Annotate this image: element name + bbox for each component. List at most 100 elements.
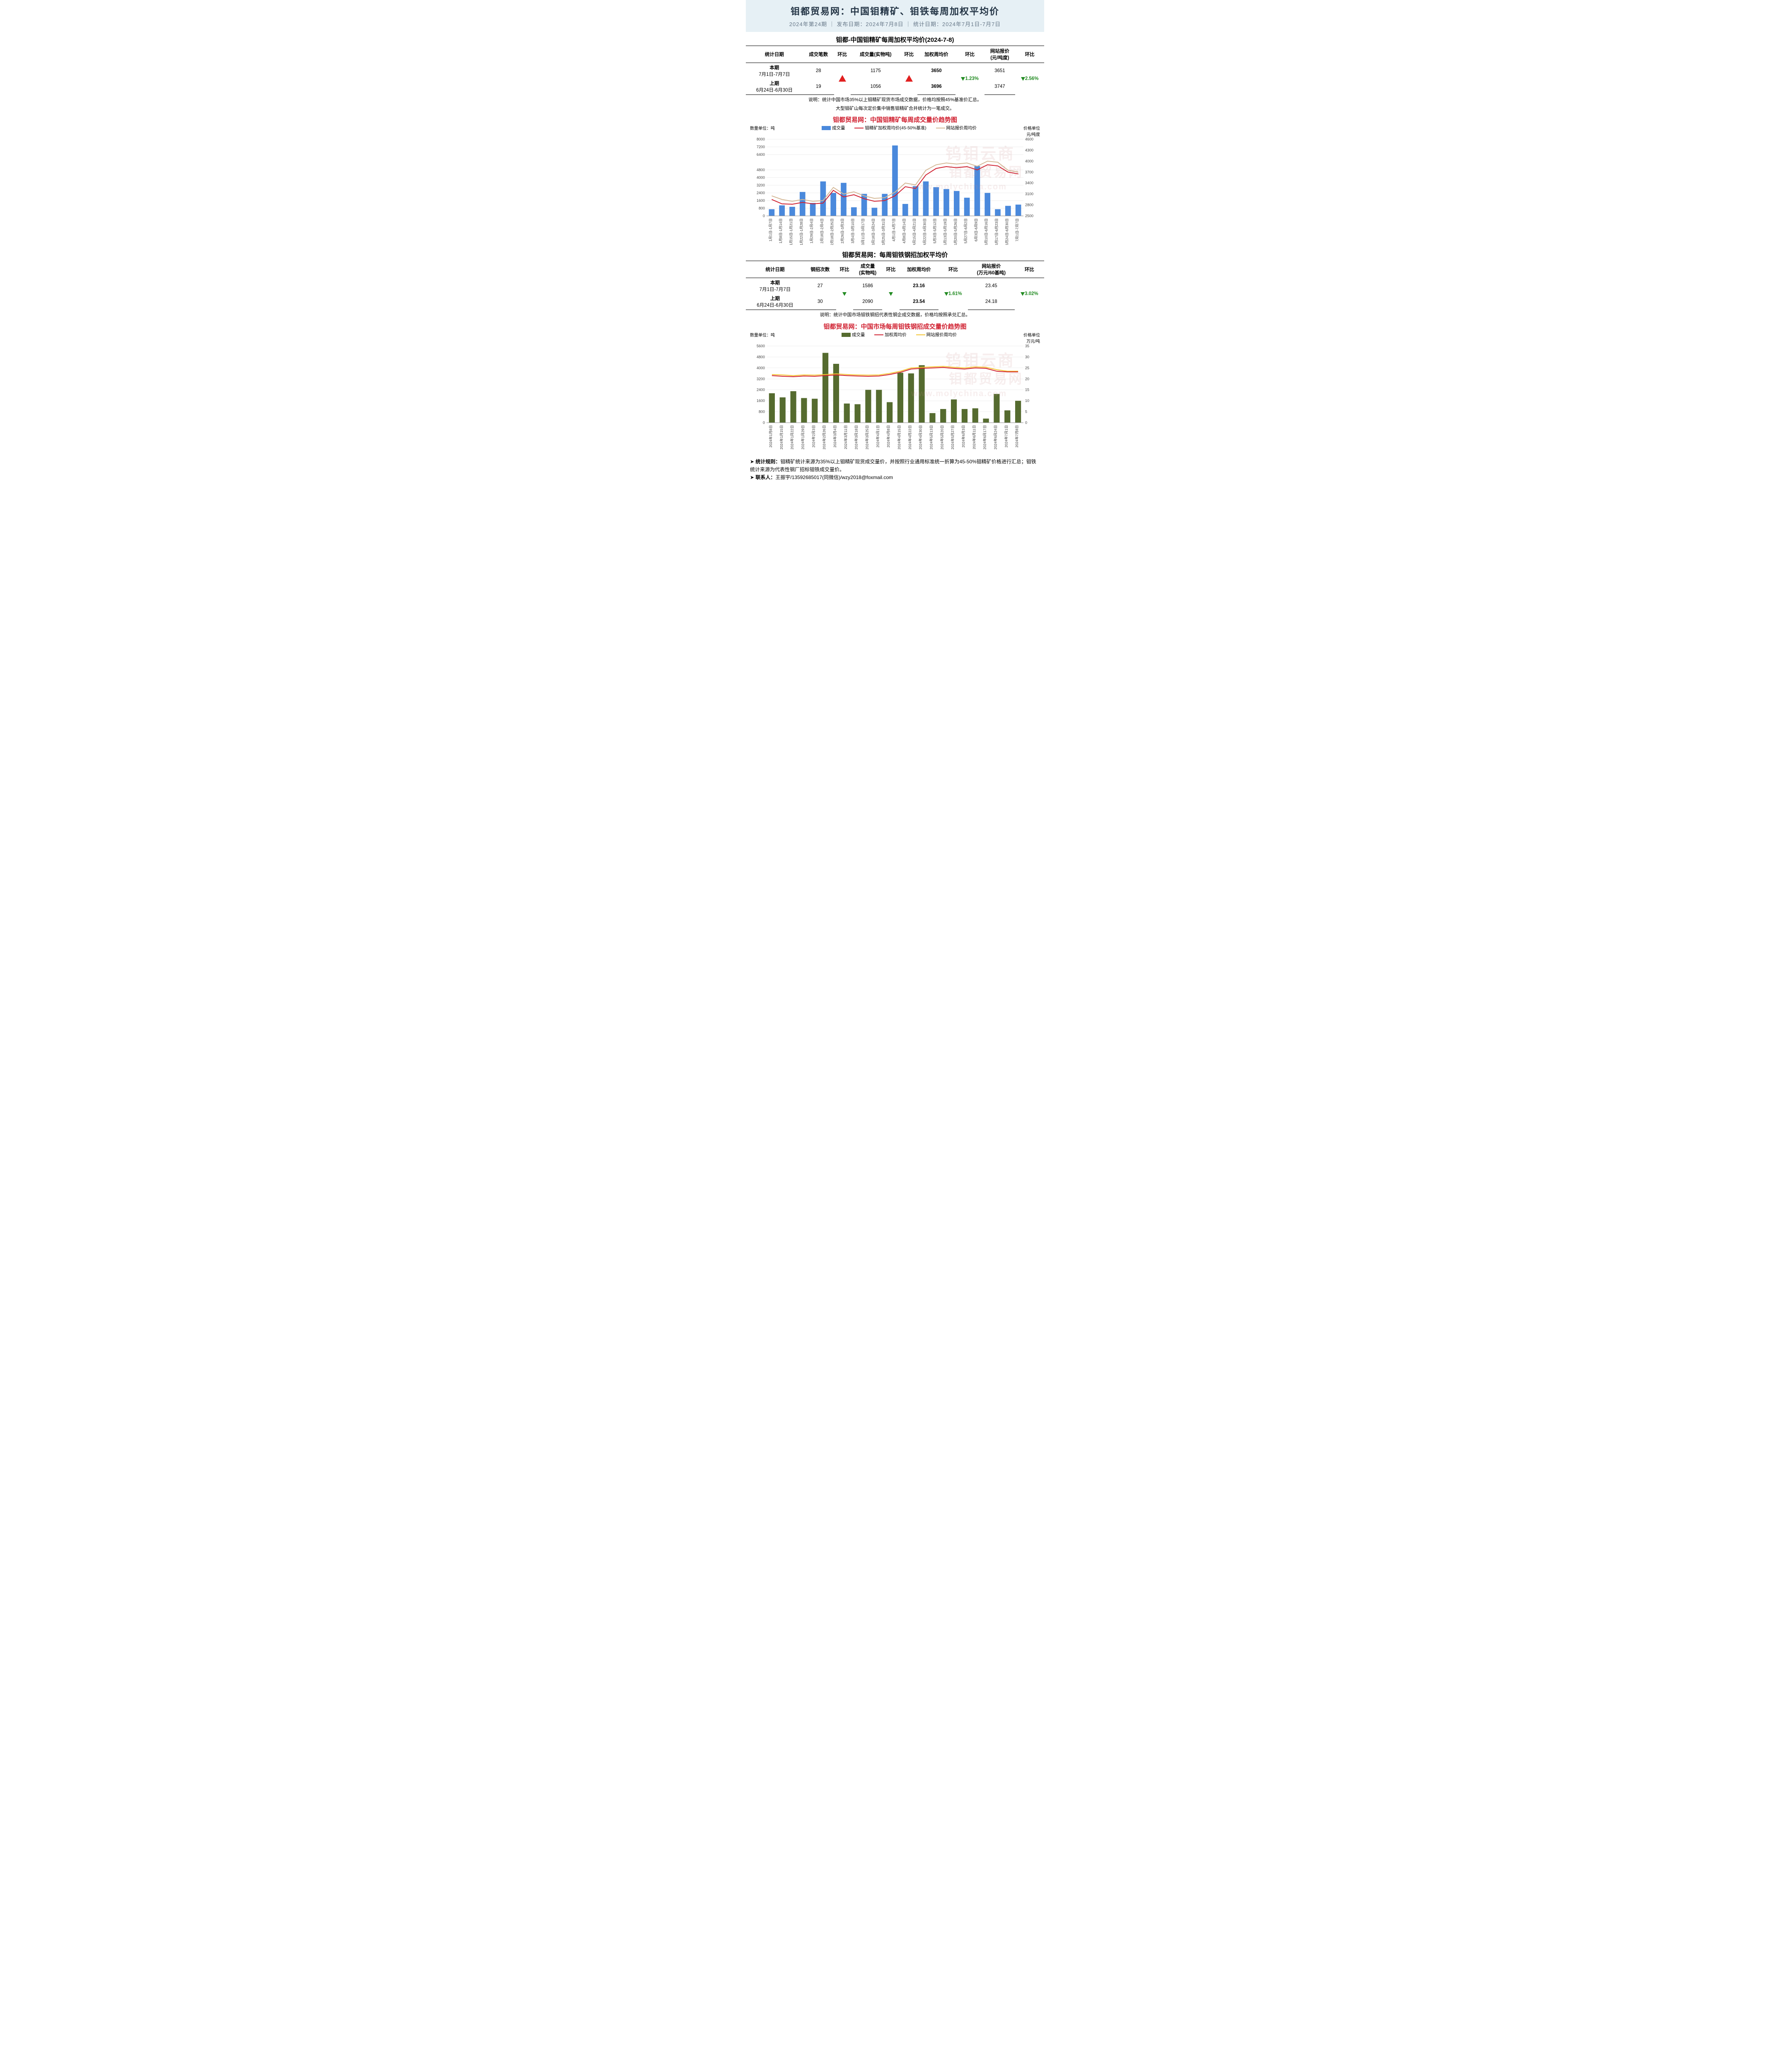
up-triangle-icon [839, 75, 846, 82]
up-triangle-icon [905, 75, 913, 82]
col-header: 网站报价 (元/吨度) [984, 46, 1016, 63]
svg-text:2024年3月4日: 2024年3月4日 [833, 425, 837, 448]
svg-text:4300: 4300 [1025, 148, 1033, 152]
svg-text:1600: 1600 [757, 399, 765, 403]
table1-note2: 大型钼矿山每次定价集中销售钼精矿合并统计为一笔成交。 [746, 105, 1044, 112]
svg-text:4600: 4600 [1025, 137, 1033, 141]
chart2: 数量单位：吨 成交量 加权周均价 网站报价周均价 价格单位 万元/吨 钨钼云商 … [750, 332, 1040, 453]
svg-text:5月27日-6月2日: 5月27日-6月2日 [964, 218, 968, 243]
svg-text:2月18日-2月4日: 2月18日-2月4日 [820, 218, 824, 243]
svg-text:3月18日-3月24日: 3月18日-3月24日 [871, 218, 875, 245]
chart1-left-unit: 数量单位：吨 [750, 125, 775, 131]
svg-text:1月29日-2月4日: 1月29日-2月4日 [810, 218, 814, 243]
svg-text:2400: 2400 [757, 387, 765, 392]
svg-text:2月26日-3月3日: 2月26日-3月3日 [840, 218, 844, 243]
table2-note: 说明：统计中国市场钼铁钢招代表性钢企成交数据，价格均按照承兑汇总。 [746, 312, 1044, 319]
chart1-title: 钼都贸易网：中国钼精矿每周成交量价趋势图 [746, 115, 1044, 124]
svg-text:3月4日-3月10日: 3月4日-3月10日 [851, 218, 855, 243]
svg-text:6月3日-6月9日: 6月3日-6月9日 [974, 218, 978, 242]
down-triangle-icon [961, 77, 965, 81]
svg-text:2500: 2500 [1025, 214, 1033, 218]
chart2-legend: 数量单位：吨 成交量 加权周均价 网站报价周均价 价格单位 万元/吨 [750, 332, 1040, 338]
svg-text:2月18日-2月25日: 2月18日-2月25日 [830, 218, 834, 245]
svg-text:1月22日-1月28日: 1月22日-1月28日 [799, 218, 803, 245]
table2-title: 钼都贸易网：每周钼铁钢招加权平均价 [746, 250, 1044, 259]
col-header: 加权周均价 [917, 46, 955, 63]
down-triangle-icon [944, 292, 948, 296]
svg-text:2024年5月27日: 2024年5月27日 [951, 425, 955, 450]
svg-text:3200: 3200 [757, 377, 765, 381]
svg-text:3700: 3700 [1025, 170, 1033, 174]
down-triangle-icon [1021, 292, 1025, 296]
svg-text:2024年4月15日: 2024年4月15日 [897, 425, 901, 450]
svg-text:2024年4月8日: 2024年4月8日 [886, 425, 890, 448]
footer: 统计规则：钼精矿统计来源为35%以上钼精矿现货成交量价，并按照行业通用标准统一折… [750, 458, 1040, 482]
chart1-svg: 0800160024003200400048006400720080002500… [750, 137, 1040, 245]
svg-text:2024年1月22日: 2024年1月22日 [790, 425, 794, 450]
svg-text:2024年5月13日: 2024年5月13日 [929, 425, 933, 450]
svg-text:25: 25 [1025, 366, 1029, 370]
svg-text:6400: 6400 [757, 152, 765, 157]
svg-text:4月22日-4月30日: 4月22日-4月30日 [922, 218, 926, 245]
table1-title: 钼都-中国钼精矿每周加权平均价(2024-7-8) [746, 35, 1044, 44]
svg-text:7月1日-7月7日: 7月1日-7月7日 [1015, 218, 1019, 242]
svg-text:4000: 4000 [757, 366, 765, 370]
col-header: 环比 [1015, 261, 1044, 278]
svg-text:3月11日-3月17日: 3月11日-3月17日 [861, 218, 865, 245]
svg-text:2024年4月22日: 2024年4月22日 [908, 425, 912, 450]
svg-text:4月15日-4月21日: 4月15日-4月21日 [912, 218, 917, 245]
svg-text:5月13日-5月19日: 5月13日-5月19日 [943, 218, 947, 245]
svg-text:6月24日-6月30日: 6月24日-6月30日 [1005, 218, 1009, 245]
svg-text:2024年4月30日: 2024年4月30日 [919, 425, 923, 450]
svg-text:15: 15 [1025, 387, 1029, 392]
col-header: 环比 [955, 46, 984, 63]
svg-text:4800: 4800 [757, 355, 765, 359]
col-header: 网站报价 (万元/60基吨) [968, 261, 1015, 278]
col-header: 环比 [901, 46, 917, 63]
svg-text:4800: 4800 [757, 168, 765, 172]
chart1-legend: 数量单位：吨 成交量 钼精矿加权周均价(45-50%基准) 网站报价周均价 价格… [750, 125, 1040, 131]
svg-text:6月17日-6月23日: 6月17日-6月23日 [994, 218, 999, 245]
col-header: 环比 [1015, 46, 1044, 63]
down-triangle-icon [1021, 77, 1025, 81]
col-header: 环比 [834, 46, 851, 63]
footer-rule: 统计规则：钼精矿统计来源为35%以上钼精矿现货成交量价，并按照行业通用标准统一折… [750, 458, 1040, 474]
svg-text:2024年3月25日: 2024年3月25日 [865, 425, 869, 450]
t1-r2-period: 上期 [769, 81, 779, 86]
chart2-svg: 0800160024003200400048005600051015202530… [750, 344, 1040, 452]
svg-text:3400: 3400 [1025, 181, 1033, 185]
svg-text:2024年1月8日: 2024年1月8日 [769, 425, 773, 448]
main-title: 钼都贸易网：中国钼精矿、钼铁每周加权平均价 [746, 4, 1044, 17]
sub-title: 2024年第24期 ｜ 发布日期：2024年7月8日 ｜ 统计日期：2024年7… [746, 20, 1044, 28]
svg-text:5月20日-5月26日: 5月20日-5月26日 [953, 218, 958, 245]
svg-text:3月25日-3月31日: 3月25日-3月31日 [881, 218, 885, 245]
svg-text:1月8日-1月14日: 1月8日-1月14日 [779, 218, 783, 243]
svg-text:0: 0 [763, 214, 765, 218]
chart1: 数量单位：吨 成交量 钼精矿加权周均价(45-50%基准) 网站报价周均价 价格… [750, 125, 1040, 246]
svg-text:1月1日-1月7日: 1月1日-1月7日 [768, 218, 772, 242]
col-header: 钢招次数 [804, 261, 836, 278]
svg-text:2024年2月3日: 2024年2月3日 [811, 425, 815, 448]
svg-text:2024年5月20日: 2024年5月20日 [940, 425, 944, 450]
col-header: 环比 [939, 261, 968, 278]
table1: 统计日期成交笔数环比成交量(实物吨)环比加权周均价环比网站报价 (元/吨度)环比… [746, 46, 1044, 95]
svg-text:2024年6月24日: 2024年6月24日 [993, 425, 997, 450]
svg-text:20: 20 [1025, 377, 1029, 381]
svg-text:2024年7月8日: 2024年7月8日 [1015, 425, 1019, 448]
col-header: 统计日期 [746, 261, 804, 278]
svg-text:1月15日-1月21日: 1月15日-1月21日 [789, 218, 793, 245]
t1-r1-period: 本期 [769, 65, 779, 70]
svg-text:2024年6月11日: 2024年6月11日 [972, 425, 976, 449]
svg-text:2024年1月29日: 2024年1月29日 [801, 425, 805, 450]
svg-text:2024年3月11日: 2024年3月11日 [844, 425, 848, 449]
col-header: 统计日期 [746, 46, 803, 63]
svg-text:2024年1月15日: 2024年1月15日 [779, 425, 784, 450]
svg-text:2024年4月1日: 2024年4月1日 [876, 425, 880, 448]
svg-text:2400: 2400 [757, 191, 765, 195]
down-triangle-icon [889, 292, 893, 296]
chart2-title: 钼都贸易网：中国市场每周钼铁钢招成交量价趋势图 [746, 322, 1044, 331]
col-header: 环比 [836, 261, 853, 278]
col-header: 成交笔数 [803, 46, 834, 63]
svg-text:5600: 5600 [757, 344, 765, 348]
table2: 统计日期钢招次数环比成交量 (实物吨)环比加权周均价环比网站报价 (万元/60基… [746, 261, 1044, 310]
